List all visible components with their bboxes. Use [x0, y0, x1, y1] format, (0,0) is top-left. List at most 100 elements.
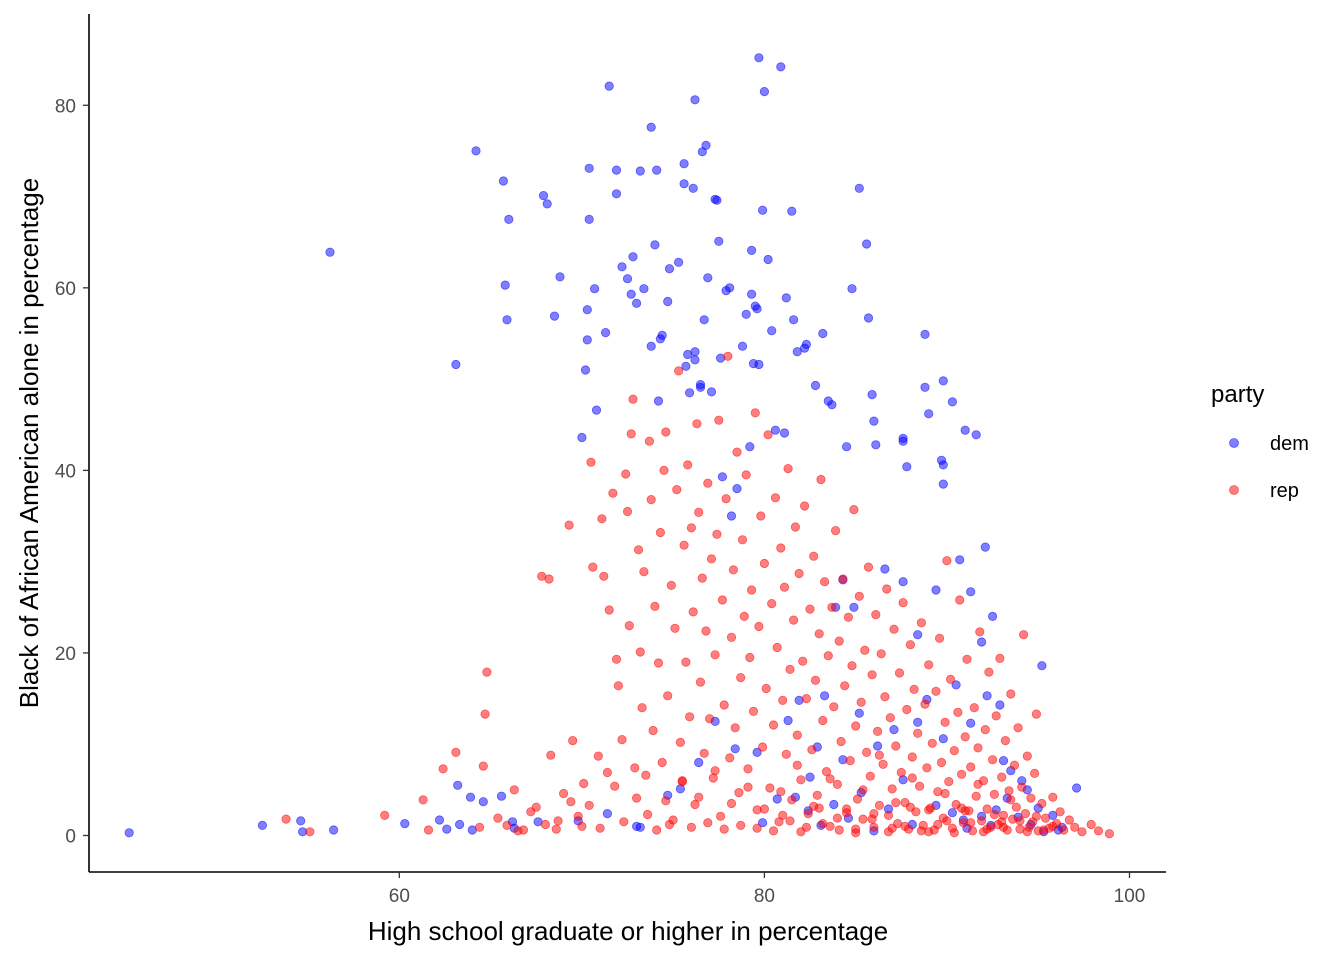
data-point-rep: [778, 695, 788, 706]
data-point-rep: [905, 640, 916, 650]
data-point-rep: [913, 728, 923, 738]
data-point-rep: [898, 598, 908, 608]
data-point-rep: [821, 766, 832, 777]
data-point-rep: [891, 797, 901, 808]
data-point-rep: [836, 736, 846, 747]
data-point-rep: [861, 747, 872, 758]
x-tick-label: 80: [754, 886, 775, 907]
data-point-rep: [726, 798, 737, 809]
data-point-rep: [832, 813, 843, 823]
data-point-rep: [936, 757, 947, 768]
data-point-rep: [641, 770, 651, 780]
data-point-rep: [380, 810, 390, 821]
data-point-rep: [931, 686, 941, 696]
data-point-dem: [931, 585, 941, 595]
data-point-rep: [1040, 813, 1051, 823]
data-point-dem: [951, 680, 961, 690]
data-point-dem: [787, 206, 797, 216]
data-point-rep: [907, 752, 917, 762]
data-point-dem: [628, 252, 638, 262]
data-point-rep: [858, 785, 868, 795]
data-point-rep: [779, 582, 790, 592]
data-point-dem: [763, 254, 773, 265]
data-point-rep: [695, 677, 706, 687]
data-point-dem: [622, 274, 633, 284]
data-point-rep: [613, 681, 624, 691]
data-point-dem: [772, 794, 782, 804]
data-point-rep: [768, 720, 779, 730]
data-point-rep: [719, 700, 729, 710]
data-point-rep: [1011, 802, 1021, 812]
data-point-rep: [905, 802, 916, 812]
data-point-rep: [668, 815, 678, 825]
data-point-rep: [902, 704, 912, 715]
data-point-rep: [843, 612, 854, 622]
data-point-rep: [854, 591, 864, 601]
data-point-dem: [995, 700, 1005, 710]
data-point-rep: [624, 620, 634, 631]
data-point-rep: [816, 474, 826, 485]
data-point-rep: [653, 658, 664, 668]
data-point-rep: [845, 755, 855, 766]
data-point-rep: [876, 649, 886, 659]
data-point-rep: [878, 759, 888, 769]
data-point-dem: [695, 379, 706, 390]
data-point-dem: [124, 828, 134, 838]
data-point-dem: [611, 189, 622, 199]
data-point-rep: [597, 514, 607, 524]
data-point-rep: [949, 745, 959, 756]
data-point-rep: [757, 742, 768, 752]
data-point-dem: [746, 289, 757, 299]
data-point-rep: [579, 778, 589, 789]
data-point-dem: [726, 511, 737, 521]
data-point-rep: [703, 818, 713, 828]
data-point-rep: [894, 668, 905, 678]
data-point-rep: [851, 828, 861, 838]
data-point-rep: [544, 574, 554, 584]
data-point-rep: [966, 762, 976, 772]
data-point-rep: [642, 809, 653, 820]
data-point-rep: [1026, 793, 1036, 803]
data-point-dem: [580, 365, 591, 375]
data-point-dem: [849, 602, 859, 612]
data-point-rep: [827, 602, 837, 612]
data-point-dem: [792, 347, 802, 357]
data-point-dem: [701, 140, 711, 150]
data-point-dem: [757, 818, 768, 828]
data-point-rep: [438, 764, 448, 774]
data-point-rep: [679, 540, 689, 550]
data-point-rep: [681, 657, 691, 667]
data-point-rep: [871, 609, 881, 620]
data-point-rep: [960, 732, 970, 742]
data-point-dem: [257, 820, 267, 831]
data-point-dem: [694, 757, 704, 768]
data-point-rep: [761, 683, 771, 694]
data-point-rep: [558, 788, 569, 799]
data-point-rep: [949, 828, 959, 838]
y-tick-label: 60: [55, 279, 76, 300]
data-point-rep: [644, 436, 655, 446]
data-point-rep: [847, 661, 857, 671]
data-point-rep: [841, 808, 852, 818]
data-point-rep: [891, 741, 901, 751]
data-point-rep: [741, 470, 751, 480]
data-point-rep: [900, 821, 910, 832]
data-point-rep: [805, 604, 815, 614]
data-point-rep: [652, 825, 662, 835]
data-point-dem: [938, 460, 948, 470]
data-point-rep: [1022, 827, 1032, 837]
data-point-dem: [913, 717, 923, 727]
data-point-dem: [626, 289, 636, 299]
data-point-rep: [666, 580, 676, 591]
data-point-rep: [611, 654, 622, 664]
data-point-dem: [757, 205, 768, 215]
data-point-rep: [869, 822, 879, 832]
x-tick-label: 60: [389, 886, 410, 907]
data-point-rep: [619, 817, 629, 827]
data-point-rep: [754, 621, 764, 632]
data-point-dem: [502, 315, 512, 325]
data-point-rep: [967, 826, 978, 836]
data-point-dem: [328, 825, 339, 835]
data-point-dem: [600, 327, 611, 338]
data-point-rep: [478, 761, 488, 771]
